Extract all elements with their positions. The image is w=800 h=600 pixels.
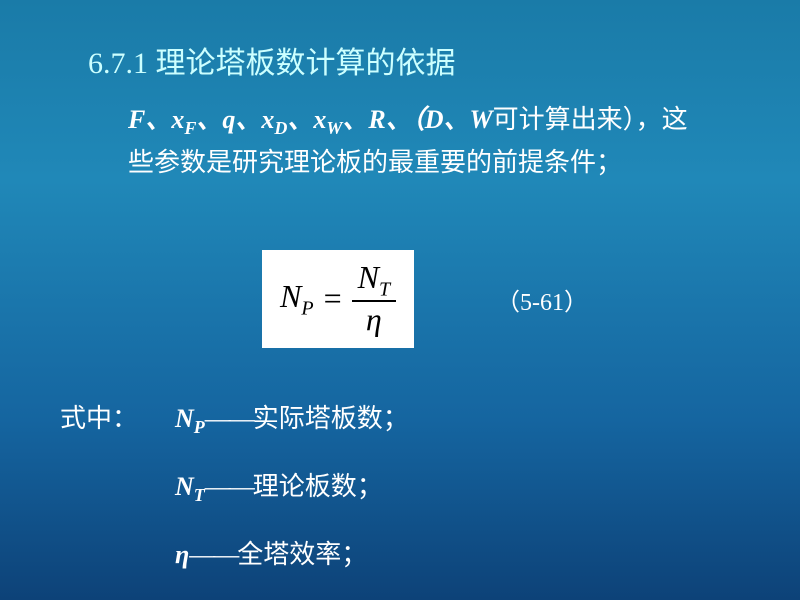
def-dash: ——	[205, 404, 253, 433]
def-sym-eta: η	[175, 540, 189, 569]
eq-lhs-sym: N	[280, 278, 301, 314]
def-text-nt: 理论板数；	[253, 472, 383, 501]
def-sym-nt: NT	[175, 472, 205, 501]
eq-lhs-sub: P	[301, 297, 313, 319]
section-title: 6.7.1 理论塔板数计算的依据	[88, 38, 456, 82]
def-sym-np: NP	[175, 404, 205, 433]
eq-denominator: η	[360, 302, 388, 337]
equation-box: NP = NT η	[262, 250, 414, 348]
intro-sub-D: D	[274, 118, 287, 138]
def-item-eta: η——全塔效率；	[175, 534, 409, 571]
def-dash: ——	[205, 472, 253, 501]
eq-num-sym: N	[358, 259, 379, 295]
intro-sep1: 、q、x	[196, 105, 274, 134]
eq-sign: =	[324, 280, 342, 317]
def-item-np: NP——实际塔板数；	[175, 398, 409, 438]
equation-number: （5-61）	[496, 282, 588, 317]
def-item-nt: NT——理论板数；	[175, 466, 409, 506]
eq-numerator: NT	[352, 260, 396, 300]
intro-sub-W: W	[326, 118, 342, 138]
intro-sep3: 、R、（D、W	[342, 105, 492, 134]
intro-sub-F: F	[184, 118, 196, 138]
definition-list: NP——实际塔板数； NT——理论板数； η——全塔效率；	[175, 398, 409, 599]
def-text-np: 实际塔板数；	[253, 404, 409, 433]
eq-num-sub: T	[379, 278, 390, 300]
eq-fraction: NT η	[352, 260, 396, 338]
intro-sep2: 、x	[287, 105, 326, 134]
intro-paragraph: F、xF、q、xD、xW、R、（D、W可计算出来），这些参数是研究理论板的最重要…	[128, 100, 688, 183]
intro-var-F: F、x	[128, 105, 184, 134]
eq-lhs: NP	[280, 278, 314, 320]
def-text-eta: 全塔效率；	[237, 540, 367, 569]
def-dash: ——	[189, 540, 237, 569]
where-label: 式中：	[60, 398, 138, 435]
